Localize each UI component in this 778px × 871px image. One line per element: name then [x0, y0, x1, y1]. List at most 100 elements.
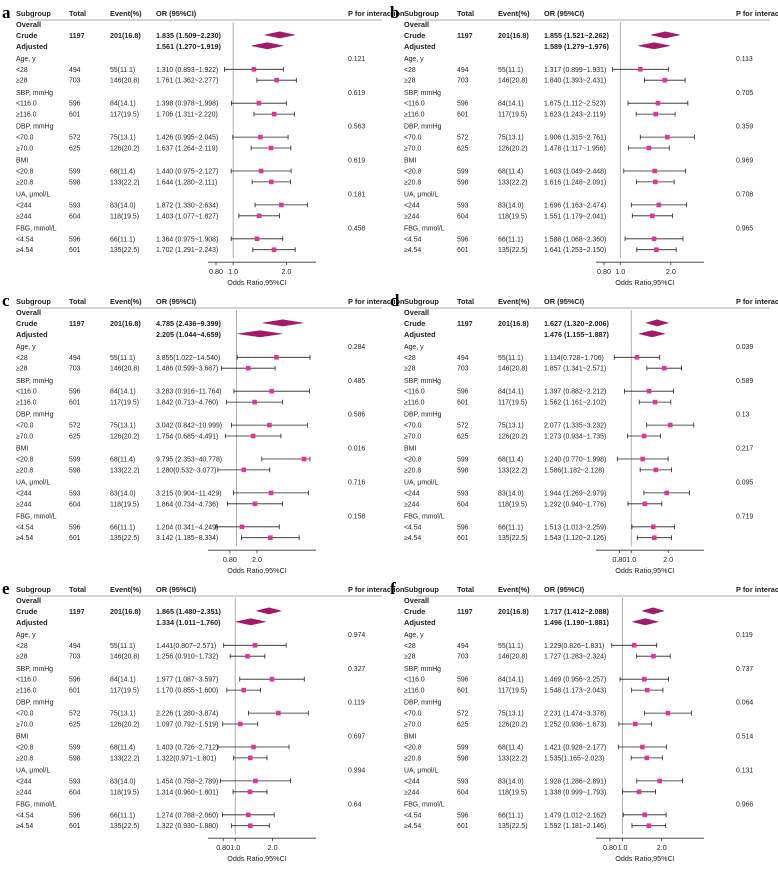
subgroup-label: <116.0: [16, 101, 37, 108]
group-label: UA, μmol/L: [404, 480, 438, 487]
subgroup-total: 601: [457, 247, 469, 254]
estimate-point: [641, 433, 647, 439]
subgroup-events: 83(14.0): [498, 778, 524, 785]
subgroup-events: 135(22.5): [498, 247, 528, 254]
subgroup-label: <244: [16, 778, 32, 785]
x-tick-label: 2.0: [268, 843, 278, 852]
p-interaction: 0.359: [736, 124, 753, 131]
crude-diamond: [645, 319, 670, 327]
subgroup-total: 494: [457, 355, 469, 362]
subgroup-total: 596: [69, 389, 81, 396]
subgroup-or: 1.441(0.807~2.571): [156, 643, 216, 650]
estimate-point: [271, 247, 277, 252]
subgroup-total: 598: [457, 755, 469, 762]
x-axis-title: Odds Ratio,95%CI: [227, 278, 287, 287]
estimate-point: [650, 524, 656, 530]
subgroup-events: 146(20.8): [498, 654, 528, 661]
subgroup-events: 117(19.5): [498, 112, 527, 119]
subgroup-total: 599: [69, 745, 81, 752]
p-interaction: 0.131: [736, 768, 753, 775]
subgroup-total: 593: [69, 202, 81, 209]
subgroup-total: 601: [69, 535, 81, 542]
crude-total: 1197: [69, 607, 85, 616]
x-tick-label: 1.0: [230, 843, 240, 852]
subgroup-events: 118(19.5): [498, 213, 527, 220]
subgroup-or: 2.231 (1.474~3.378): [544, 711, 606, 718]
subgroup-total: 596: [69, 524, 81, 531]
subgroup-or: 1.322 (0.930~1.880): [156, 823, 218, 830]
table-header: Subgroup Total Event(%) OR (95%CI) P for int…: [16, 9, 405, 29]
subgroup-label: ≥116.0: [404, 688, 425, 695]
subgroup-events: 66(11.1): [498, 236, 523, 243]
subgroup-total: 598: [69, 467, 81, 474]
subgroup-events: 55(11.1): [110, 67, 135, 74]
x-axis-title: Odds Ratio,95%CI: [615, 566, 675, 575]
estimate-point: [258, 134, 263, 140]
subgroup-label: ≥20.8: [16, 179, 33, 186]
header-p: P for interaction: [736, 297, 778, 306]
subgroup-total: 599: [457, 169, 469, 176]
subgroup-events: 133(22.2): [498, 179, 528, 186]
subgroup-or: 9.795 (2.353~40.778): [156, 457, 222, 464]
p-interaction: 0.708: [736, 192, 753, 199]
p-interaction: 0.039: [736, 344, 753, 351]
group-label: BMI: [404, 158, 416, 165]
subgroup-events: 75(13.1): [110, 423, 136, 430]
p-interaction: 0.619: [348, 90, 365, 97]
adjusted-diamond: [638, 42, 671, 50]
subgroup-label: ≥4.54: [404, 247, 421, 254]
subgroup-label: <20.8: [16, 457, 34, 464]
subgroup-label: <4.54: [16, 236, 34, 243]
subgroup-label: <28: [404, 643, 416, 650]
estimate-point: [664, 490, 669, 496]
estimate-point: [274, 77, 279, 83]
subgroup-events: 133(22.2): [110, 755, 140, 762]
estimate-point: [267, 422, 272, 428]
subgroup-label: ≥4.54: [404, 823, 421, 830]
subgroup-events: 66(11.1): [498, 524, 523, 531]
estimate-point: [653, 111, 658, 117]
subgroup-label: ≥28: [16, 366, 28, 373]
subgroup-or: 1.322(0.971~1.801): [156, 755, 216, 762]
subgroup-total: 572: [69, 423, 81, 430]
estimate-point: [252, 501, 258, 507]
forest-panel-b: b Subgroup Total Event(%) OR (95%CI) P for in…: [390, 3, 778, 287]
subgroup-or: 3.142 (1.185~8.334): [156, 535, 218, 542]
subgroup-or: 1.623 (1.243~2.119): [544, 112, 606, 119]
subgroup-label: ≥4.54: [16, 823, 33, 830]
crude-total: 1197: [457, 607, 473, 616]
panel-label-e: e: [2, 579, 10, 598]
subgroup-label: ≥4.54: [404, 535, 421, 542]
subgroup-total: 572: [69, 135, 81, 142]
estimate-point: [650, 213, 655, 219]
subgroup-events: 68(11.4): [498, 169, 523, 176]
p-interaction: 0.737: [736, 666, 753, 673]
subgroup-total: 625: [457, 146, 469, 153]
subgroup-total: 494: [69, 643, 81, 650]
estimate-point: [655, 100, 661, 106]
subgroup-or: 1.543 (1.120~2.126): [544, 535, 606, 542]
subgroup-label: <244: [16, 202, 32, 209]
header-events: Event(%): [110, 297, 142, 306]
adjusted-label: Adjusted: [16, 330, 48, 339]
subgroup-label: <70.0: [16, 711, 34, 718]
forest-panel-f: f Subgroup Total Event(%) OR (95%CI) P for in…: [390, 579, 778, 863]
subgroup-events: 68(11.4): [110, 457, 135, 464]
subgroup-total: 703: [457, 366, 469, 373]
estimate-point: [245, 365, 251, 371]
crude-or: 4.785 (2.436~9.399): [156, 319, 222, 328]
crude-or: 1.865 (1.480~2.351): [156, 607, 222, 616]
subgroup-total: 601: [457, 535, 469, 542]
subgroup-events: 68(11.4): [110, 745, 135, 752]
estimate-point: [251, 67, 257, 72]
subgroup-or: 1.551 (1.179~2.041): [544, 213, 606, 220]
subgroup-label: <20.8: [16, 169, 34, 176]
forest-panel-d: d Subgroup Total Event(%) OR (95%CI) P for in…: [390, 291, 778, 575]
subgroup-total: 593: [457, 490, 469, 497]
adjusted-or: 1.561 (1.270~1.919): [156, 42, 222, 51]
p-interaction: 0.719: [736, 513, 753, 520]
crude-label: Crude: [16, 607, 37, 616]
subgroup-total: 703: [69, 654, 81, 661]
header-or: OR (95%CI): [156, 297, 197, 306]
panel-label-b: b: [390, 3, 399, 22]
